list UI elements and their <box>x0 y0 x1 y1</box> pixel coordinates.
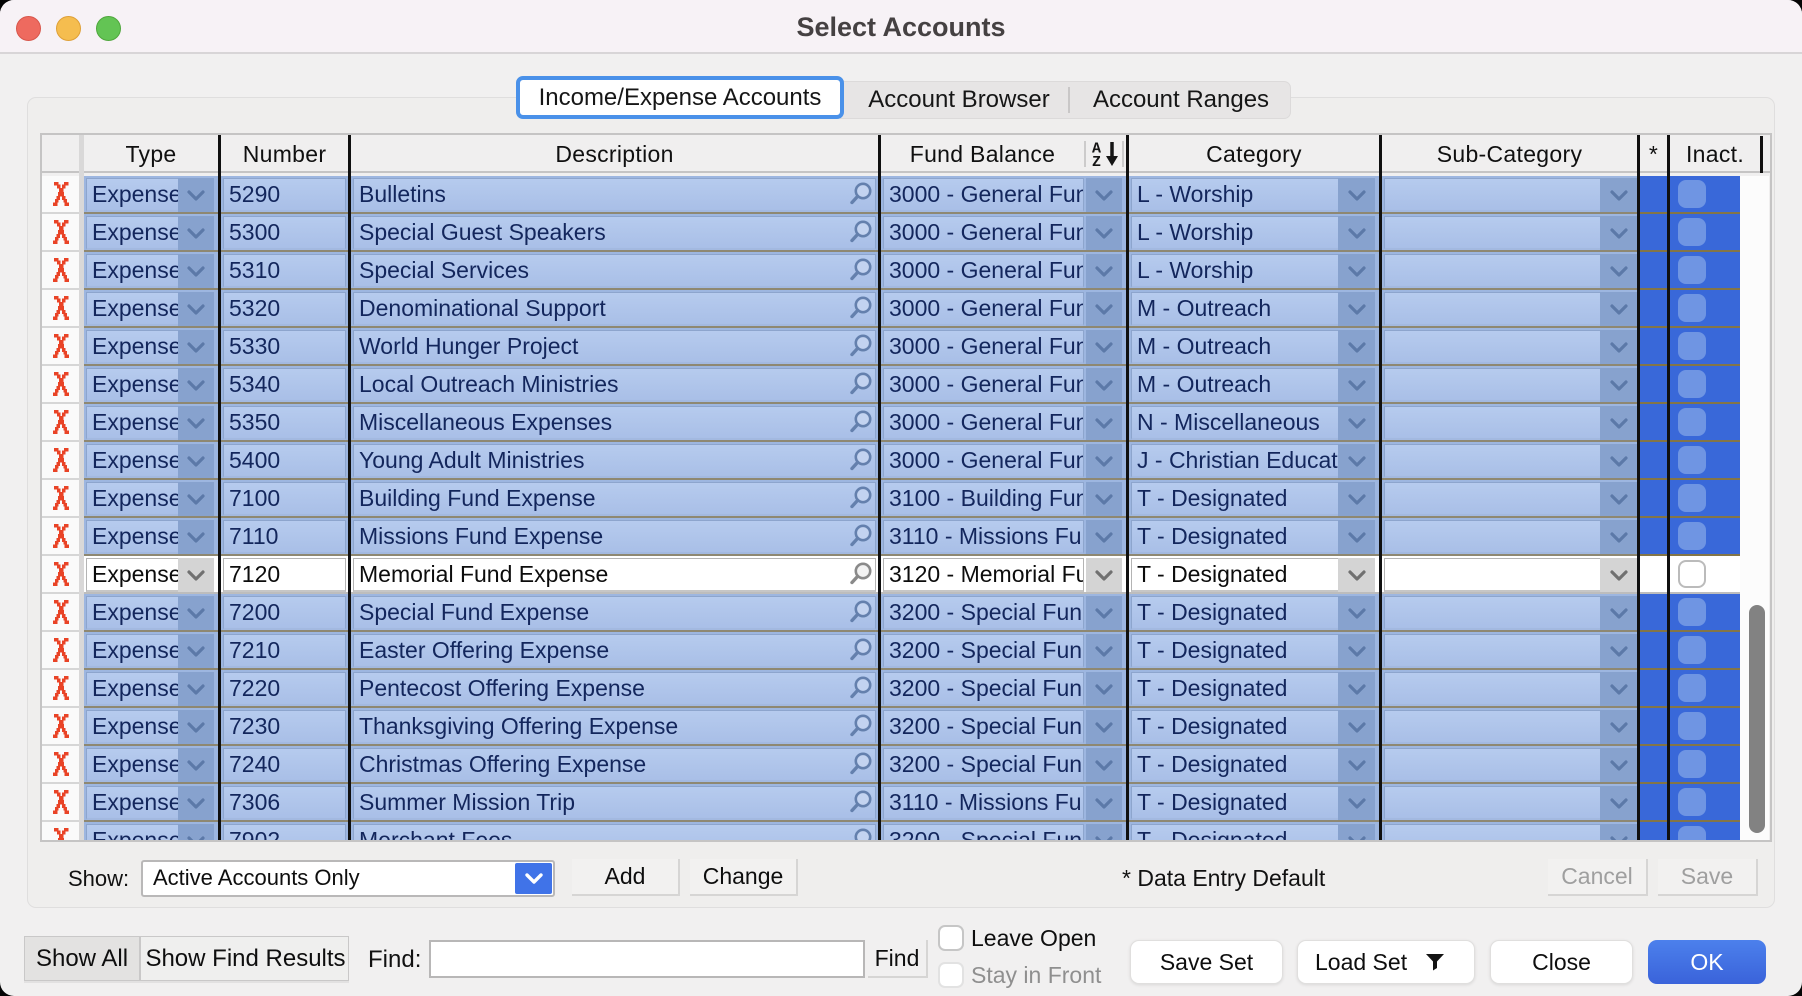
svg-text:Z: Z <box>1092 154 1101 168</box>
svg-text:A: A <box>1092 141 1101 158</box>
